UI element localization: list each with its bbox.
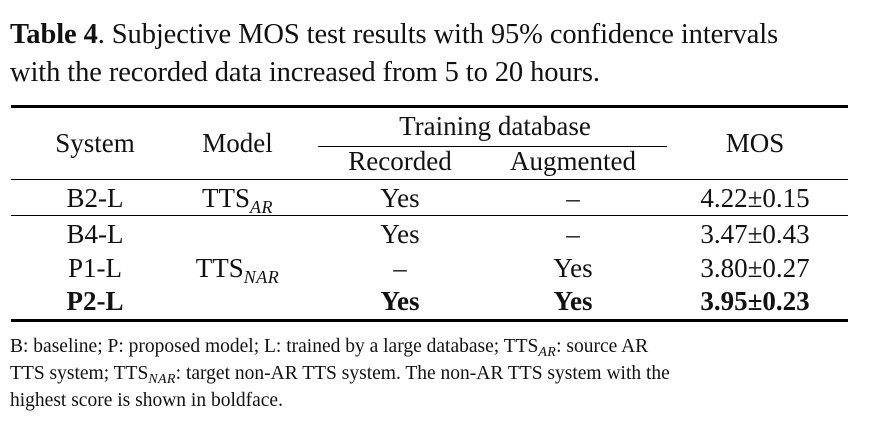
header-model: Model [202,128,273,158]
footnote-part3: TTS system; TTS [10,363,149,384]
header-mos: MOS [725,128,785,158]
row-p2l-recorded: Yes [380,286,420,316]
row-p1l-system: P1-L [68,253,122,283]
footnote-sub-ar: AR [538,345,557,360]
model-tts-ar-subscript: AR [250,197,273,217]
footnote-part5: highest score is shown in boldface. [10,390,283,411]
row-b2l-augmented: – [566,183,580,213]
footnote-sub-nar: NAR [148,372,176,387]
caption-text-line1: . Subjective MOS test results with 95% c… [97,19,779,50]
header-recorded: Recorded [348,146,452,176]
row-b2l-system: B2-L [66,183,124,213]
group-rule [11,215,848,216]
row-p1l-recorded: – [393,253,407,283]
row-b2l-recorded: Yes [380,183,420,213]
caption-label: Table 4 [10,19,98,50]
row-p2l-system: P2-L [66,286,124,316]
caption-text-line2: with the recorded data increased from 5 … [10,57,600,88]
footnote-part1: B: baseline; P: proposed model; L: train… [10,336,539,357]
row-p2l-augmented: Yes [553,286,593,316]
model-tts-ar-base: TTS [201,183,250,213]
header-augmented: Augmented [510,146,636,176]
table-footnote: B: baseline; P: proposed model; L: train… [10,334,862,413]
footnote-part4: : target non-AR TTS system. The non-AR T… [175,363,670,384]
row-b4l-augmented: – [566,219,580,249]
model-tts-ar: TTSAR [175,183,300,217]
header-system: System [55,128,135,158]
model-tts-nar: TTSNAR [175,253,300,287]
bottom-rule [11,319,848,322]
model-tts-nar-subscript: NAR [243,267,280,287]
row-p2l-mos: 3.95±0.23 [700,286,810,316]
header-rule [11,179,848,180]
row-b4l-recorded: Yes [380,219,420,249]
row-b4l-system: B4-L [66,219,124,249]
row-b2l-mos: 4.22±0.15 [700,183,810,213]
top-rule [11,105,848,108]
footnote-part2: : source AR [556,336,649,357]
header-training-database: Training database [399,111,591,141]
row-p1l-augmented: Yes [553,253,593,283]
row-b4l-mos: 3.47±0.43 [700,219,810,249]
training-db-rule [318,146,667,147]
model-tts-nar-base: TTS [195,253,244,283]
row-p1l-mos: 3.80±0.27 [700,253,810,283]
table-caption: Table 4. Subjective MOS test results wit… [10,16,860,92]
